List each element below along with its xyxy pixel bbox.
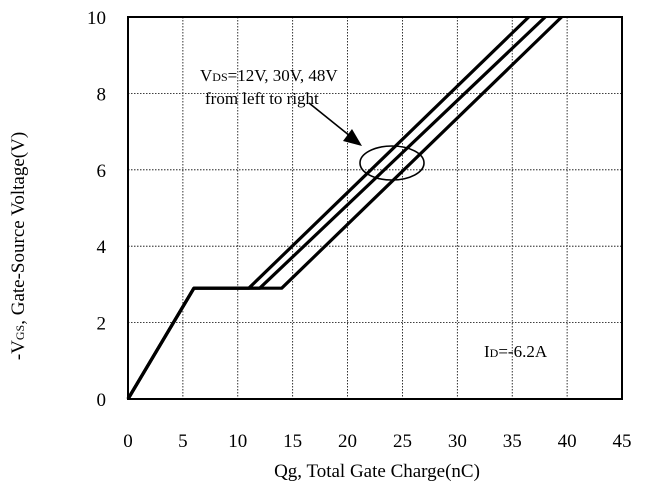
vds-annotation-values: =12V, 30V, 48V	[228, 66, 339, 85]
x-tick-label: 5	[178, 431, 188, 452]
y-tick-labels: 0 2 4 6 8 10	[87, 8, 107, 411]
x-tick-label: 0	[123, 431, 133, 452]
annotation-arrowhead	[343, 129, 362, 146]
x-tick-labels: 0 5 10 15 20 25 30 35 40 45	[123, 431, 631, 452]
y-tick-label: 8	[97, 84, 107, 105]
y-axis-title-prefix: -V	[8, 340, 29, 360]
id-annotation-i: I	[484, 342, 490, 361]
id-annotation-sub: D	[490, 346, 499, 360]
grid-lines	[128, 17, 622, 399]
y-axis-title: -VGS, Gate-Source Voltage(V)	[8, 132, 29, 360]
y-tick-label: 10	[87, 8, 106, 29]
annotation-layer: VDS=12V, 30V, 48V from left to right ID=…	[200, 66, 548, 361]
vds-annotation-v: V	[200, 66, 213, 85]
x-tick-label: 10	[228, 431, 247, 452]
y-tick-label: 4	[97, 237, 107, 258]
x-tick-label: 35	[503, 431, 522, 452]
vds-annotation-sub: DS	[212, 70, 227, 84]
y-tick-label: 2	[97, 314, 107, 335]
x-tick-label: 20	[338, 431, 357, 452]
plot-area-frame	[127, 16, 623, 400]
vds-annotation-line1: VDS=12V, 30V, 48V	[200, 66, 338, 85]
annotation-arrow	[308, 102, 351, 137]
vds-annotation-line2: from left to right	[205, 89, 319, 108]
curve-group-ellipse	[359, 145, 425, 181]
gate-charge-curve-3	[126, 15, 563, 400]
x-axis-title: Qg, Total Gate Charge(nC)	[274, 461, 480, 482]
x-tick-label: 30	[448, 431, 467, 452]
x-tick-label: 45	[613, 431, 632, 452]
x-tick-label: 15	[283, 431, 302, 452]
series-layer	[126, 15, 563, 400]
y-tick-label: 6	[97, 161, 107, 182]
y-tick-label: 0	[97, 390, 107, 411]
x-tick-label: 40	[558, 431, 577, 452]
x-tick-label: 25	[393, 431, 412, 452]
y-axis-title-subscript: GS	[13, 325, 27, 340]
y-axis-title-suffix: , Gate-Source Voltage(V)	[8, 132, 29, 325]
id-annotation: ID=-6.2A	[484, 342, 548, 361]
id-annotation-value: =-6.2A	[498, 342, 547, 361]
